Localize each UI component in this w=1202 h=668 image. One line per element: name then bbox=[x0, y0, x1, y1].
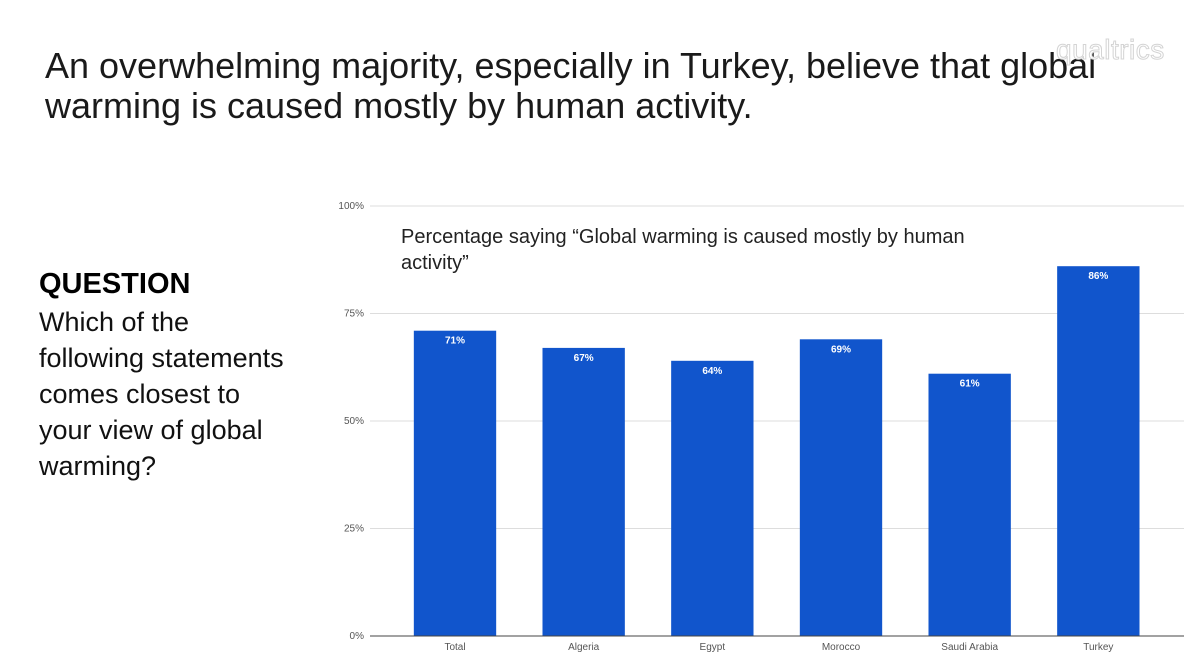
qualtrics-watermark: qualtrics bbox=[1056, 34, 1165, 66]
x-tick-label: Algeria bbox=[568, 642, 600, 653]
y-axis-ticks: 0% 25% 50% 75% 100% bbox=[338, 201, 364, 642]
bar-value-label: 61% bbox=[960, 379, 980, 390]
gridlines bbox=[370, 205, 1184, 529]
question-text: Which of the following statements comes … bbox=[39, 307, 284, 481]
x-tick-label: Turkey bbox=[1083, 642, 1113, 653]
y-tick-label: 50% bbox=[344, 416, 364, 427]
y-tick-label: 75% bbox=[344, 309, 364, 320]
headline: An overwhelming majority, especially in … bbox=[45, 45, 1097, 126]
x-tick-label: Morocco bbox=[822, 642, 861, 653]
bar-value-label: 69% bbox=[831, 344, 851, 355]
y-tick-label: 100% bbox=[338, 201, 364, 212]
chart-title-line: Percentage saying “Global warming is cau… bbox=[401, 226, 965, 248]
bar-morocco bbox=[799, 339, 883, 636]
bar-saudi-arabia bbox=[928, 373, 1011, 636]
chart-title: Percentage saying “Global warming is cau… bbox=[401, 226, 965, 274]
y-tick-label: 25% bbox=[344, 524, 364, 535]
y-tick-label: 0% bbox=[350, 631, 365, 642]
x-tick-label: Total bbox=[444, 642, 465, 653]
bar-value-label: 67% bbox=[574, 353, 594, 364]
x-tick-label: Saudi Arabia bbox=[941, 642, 998, 653]
x-tick-label: Egypt bbox=[700, 642, 726, 653]
bars: 71% 67% 64% 69% 61% 86% bbox=[413, 266, 1140, 636]
chart-title-line: activity” bbox=[401, 252, 469, 274]
bar-turkey bbox=[1057, 266, 1140, 636]
question-label: QUESTION bbox=[39, 268, 191, 300]
bar-value-label: 64% bbox=[702, 366, 722, 377]
bar-total bbox=[413, 330, 497, 636]
bar-algeria bbox=[542, 347, 625, 636]
bar-value-label: 71% bbox=[445, 336, 465, 347]
x-axis-ticks: Total Algeria Egypt Morocco Saudi Arabia Turk… bbox=[444, 642, 1113, 653]
bar-value-label: 86% bbox=[1088, 271, 1108, 282]
bar-egypt bbox=[671, 360, 754, 636]
